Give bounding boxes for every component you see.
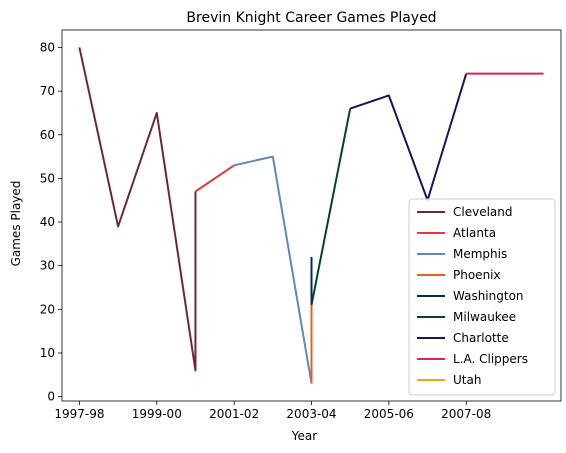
x-tick-label: 2007-08 <box>441 407 491 421</box>
y-tick-label: 50 <box>40 171 55 185</box>
x-tick-label: 2005-06 <box>364 407 414 421</box>
legend-entry: Phoenix <box>453 268 501 282</box>
legend-entry: Memphis <box>453 247 507 261</box>
x-axis-label: Year <box>291 429 317 443</box>
series-line-atlanta <box>194 164 235 193</box>
series-line-milwaukee <box>310 108 352 306</box>
legend: Cleveland Atlanta Memphis Phoenix Washington… <box>408 198 556 396</box>
legend-entry: Washington <box>453 289 524 303</box>
x-tick-label: 1999-00 <box>132 407 182 421</box>
legend-box <box>408 198 556 396</box>
x-tick-label: 1997-98 <box>54 407 104 421</box>
y-tick-label: 60 <box>40 128 55 142</box>
legend-entry: Utah <box>453 373 481 387</box>
series-line-charlotte <box>349 73 468 202</box>
chart-title: Brevin Knight Career Games Played <box>186 10 436 26</box>
x-tick-label: 2003-04 <box>286 407 336 421</box>
legend-entry: Atlanta <box>453 226 496 240</box>
y-tick-label: 70 <box>40 84 55 98</box>
x-axis: 1997-98 1999-00 2001-02 2003-04 2005-06 2007-… <box>54 401 491 421</box>
series-layer <box>78 47 544 384</box>
y-tick-label: 10 <box>40 346 55 360</box>
y-axis: 0 10 20 30 40 50 60 70 80 <box>40 40 62 404</box>
series-line-cleveland <box>78 47 197 372</box>
y-tick-label: 40 <box>40 215 55 229</box>
x-tick-label: 2001-02 <box>209 407 259 421</box>
series-line-memphis <box>233 155 313 384</box>
y-tick-label: 20 <box>40 302 55 316</box>
legend-entry: L.A. Clippers <box>453 352 528 366</box>
legend-entry: Charlotte <box>453 331 509 345</box>
legend-entry: Milwaukee <box>453 310 516 324</box>
y-tick-label: 30 <box>40 259 55 273</box>
y-tick-label: 0 <box>47 390 55 404</box>
y-tick-label: 80 <box>40 40 55 54</box>
legend-entry: Cleveland <box>453 205 513 219</box>
y-axis-label: Games Played <box>9 181 23 267</box>
